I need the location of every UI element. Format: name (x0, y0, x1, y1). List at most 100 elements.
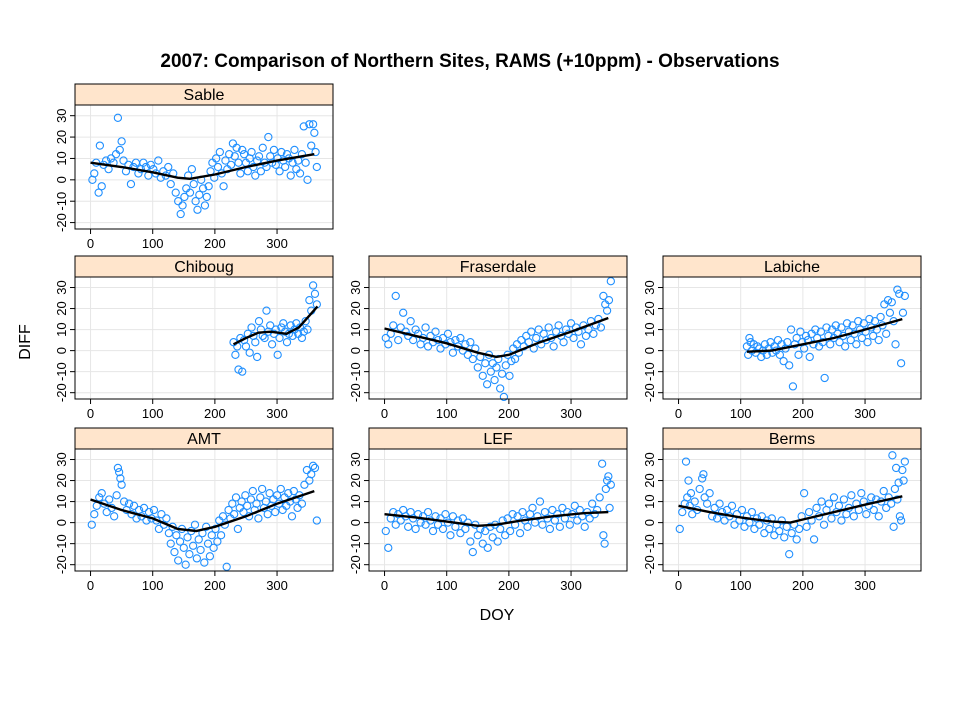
data-point (166, 539, 175, 548)
data-point (895, 289, 904, 298)
x-tick-label: 100 (730, 578, 752, 593)
data-point (192, 554, 202, 563)
y-tick-label: 0 (348, 347, 363, 354)
data-point (234, 158, 243, 167)
data-point (170, 547, 179, 557)
x-tick-label: 0 (381, 406, 388, 421)
panel-labiche: Labiche 0 100 200 300 -20 -10 0 10 20 30 (642, 255, 922, 421)
data-point (896, 516, 906, 525)
data-point (861, 327, 870, 336)
data-point (466, 537, 475, 546)
data-point (887, 298, 896, 307)
panel-fraserdale: Fraserdale 0 100 200 300 -20 -10 0 10 20 30 (348, 255, 628, 421)
panel-frame (662, 276, 922, 400)
data-point (185, 550, 194, 559)
data-point (391, 291, 400, 301)
data-point (490, 375, 499, 385)
data-point (391, 520, 400, 529)
data-point (203, 539, 213, 548)
data-point (893, 285, 902, 294)
data-point (258, 143, 267, 152)
data-point (811, 325, 820, 334)
y-tick-label: -10 (348, 362, 363, 381)
x-tick-label: 300 (266, 406, 288, 421)
panel-chiboug: Chiboug 0 100 200 300 -20 -10 0 10 20 30 (54, 255, 334, 421)
data-point (310, 289, 320, 298)
data-point (826, 340, 835, 349)
data-point (200, 201, 210, 210)
data-point (675, 524, 684, 534)
x-tick-label: 0 (675, 406, 682, 421)
data-point (699, 470, 708, 479)
data-point (204, 182, 213, 191)
trend-line (90, 489, 315, 533)
data-point (817, 497, 826, 506)
trend-line (232, 305, 319, 346)
data-point (481, 359, 490, 368)
data-point (510, 354, 520, 364)
y-tick-label: -20 (348, 383, 363, 402)
data-point (254, 152, 264, 161)
y-tick-label: -10 (642, 362, 657, 381)
data-point (523, 522, 532, 531)
data-point (576, 340, 586, 349)
panel-berms: Berms 0 100 200 300 -20 -10 0 10 20 30 (642, 427, 922, 593)
y-tick-label: -10 (54, 534, 69, 553)
data-point (898, 465, 907, 475)
data-point (605, 503, 614, 513)
data-point (115, 145, 124, 155)
x-tick-label: 300 (560, 578, 582, 593)
data-point (251, 338, 260, 347)
data-point (154, 524, 164, 534)
data-point (533, 512, 542, 521)
y-tick-label: 0 (642, 519, 657, 526)
data-point (895, 512, 905, 521)
data-point (842, 319, 852, 328)
data-point (247, 323, 256, 332)
data-point (95, 141, 105, 150)
data-point (116, 474, 125, 483)
data-point (129, 501, 139, 510)
data-point (493, 537, 502, 546)
data-point (423, 507, 433, 517)
data-point (473, 363, 482, 372)
data-point (187, 164, 197, 174)
data-point (431, 327, 440, 336)
data-point (775, 526, 784, 536)
data-point (164, 528, 174, 538)
data-point (194, 535, 203, 544)
data-point (870, 317, 880, 326)
data-point (602, 306, 612, 315)
data-point (406, 317, 415, 326)
data-point (747, 507, 757, 517)
x-tick-label: 300 (266, 578, 288, 593)
data-point (534, 325, 543, 334)
x-tick-label: 100 (436, 578, 458, 593)
data-point (312, 162, 321, 172)
data-point (559, 338, 568, 347)
data-point (486, 367, 496, 376)
data-point (421, 323, 430, 332)
data-point (396, 323, 405, 332)
data-point (307, 470, 316, 479)
y-tick-label: 30 (54, 452, 69, 466)
data-point (307, 141, 316, 150)
data-point (869, 505, 878, 515)
data-point (695, 484, 704, 494)
data-point (311, 147, 320, 157)
data-point (890, 484, 900, 494)
data-point (492, 363, 501, 372)
data-point (532, 333, 541, 343)
data-point (528, 503, 537, 513)
data-point (468, 547, 477, 557)
data-point (770, 531, 779, 540)
data-point (868, 331, 878, 341)
data-point (456, 333, 465, 343)
data-point (94, 188, 103, 197)
data-point (284, 489, 293, 498)
data-point (876, 312, 885, 322)
data-point (834, 501, 844, 510)
data-point (794, 350, 803, 359)
data-point (698, 474, 707, 483)
data-point (264, 132, 273, 142)
